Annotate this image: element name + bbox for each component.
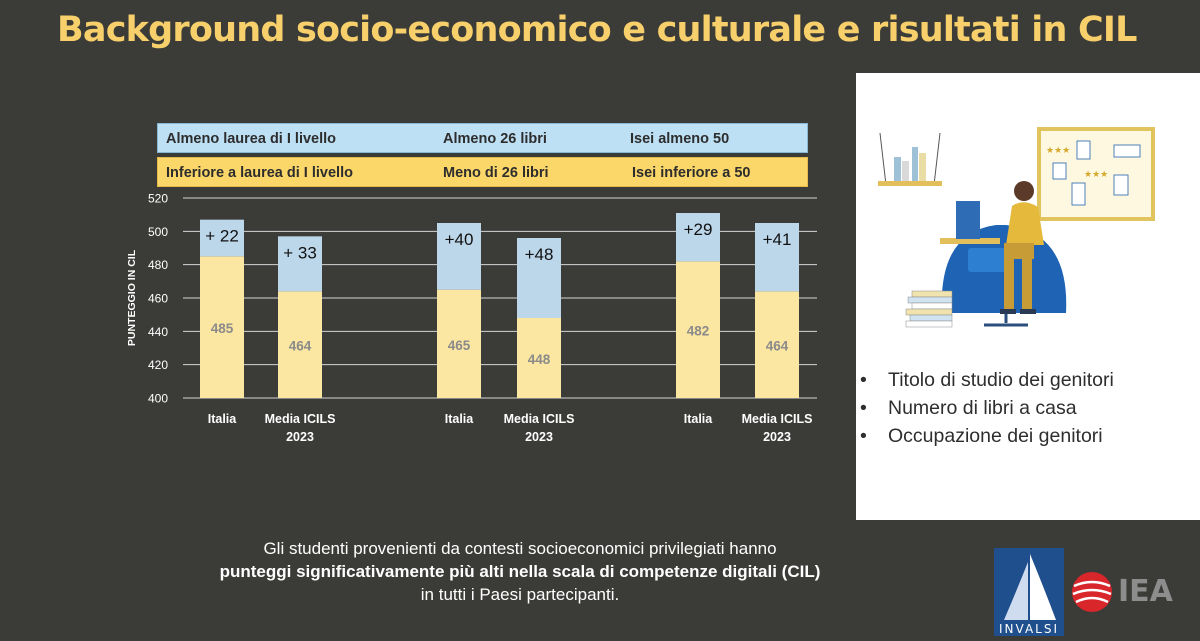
gap-value-label: +29 [684,220,713,239]
x-category-label: 2023 [763,430,791,444]
bar-gap [755,223,799,292]
bar-value-label: 465 [448,338,471,353]
legend-band-lower: Inferiore a laurea di I livello Meno di … [157,157,808,187]
bar-value-label: 482 [687,324,710,339]
x-category-label: Media ICILS [504,412,575,426]
book-stack-icon [905,290,953,328]
bar-gap [278,236,322,292]
x-category-label: Media ICILS [265,412,336,426]
bar-gap [676,213,720,262]
person-studying-illustration: ★★★ ★★★ [878,127,1155,328]
gap-value-label: +48 [525,245,554,264]
conclusion-line-2: punteggi significativamente più alti nel… [219,562,821,581]
y-tick-label: 460 [148,292,168,306]
legend-band-upper: Almeno laurea di I livello Almeno 26 lib… [157,123,808,153]
legend-lower-education: Inferiore a laurea di I livello [166,165,353,181]
conclusion-line-3: in tutti i Paesi partecipanti. [420,585,620,604]
factor-parent-education: Titolo di studio dei genitori [888,369,1114,391]
bulletin-board-icon: ★★★ ★★★ [1037,127,1155,221]
conclusion-line-1: Gli studenti provenienti da contesti soc… [263,539,777,558]
iea-logo: IEA [1070,570,1173,619]
globe-icon [1072,572,1112,612]
woman-figure-icon [1000,181,1044,314]
slide-title: Background socio-economico e culturale e… [57,10,1137,50]
invalsi-wordmark: INVALSI [998,622,1059,636]
factor-parent-occupation: Occupazione dei genitori [888,425,1103,447]
bar-gap [517,238,561,318]
bar-base [200,256,244,398]
y-axis-label: PUNTEGGIO IN CIL [126,249,138,346]
sail-icon [1004,554,1056,620]
legend-lower-books: Meno di 26 libri [443,165,549,181]
y-tick-label: 500 [148,225,168,239]
y-tick-label: 520 [148,192,168,206]
x-category-label: Media ICILS [742,412,813,426]
gap-value-label: +41 [763,230,792,249]
desk-icon [940,201,1000,244]
legend-upper-education: Almeno laurea di I livello [166,131,337,147]
legend-lower-isei: Isei inferiore a 50 [632,165,751,181]
bar-value-label: 464 [766,339,789,354]
bar-base [676,261,720,398]
legend-upper-isei: Isei almeno 50 [630,131,730,147]
factor-list: • Titolo di studio dei genitori • Numero d… [858,366,1114,450]
bullet-glyph: • [860,425,867,447]
x-category-label: Italia [445,412,475,426]
list-item: • Numero di libri a casa [858,394,1114,422]
bar-base [437,289,481,398]
bar-base [755,291,799,398]
gap-value-label: +40 [445,230,474,249]
bullet-glyph: • [860,397,867,419]
illustration-panel: ★★★ ★★★ [856,73,1200,520]
y-tick-label: 400 [148,392,168,406]
y-tick-label: 440 [148,325,168,339]
gap-value-label: + 33 [283,243,317,262]
invalsi-logo: INVALSI [994,548,1064,636]
x-category-label: Italia [684,412,714,426]
bar-gap [437,223,481,290]
list-item: • Occupazione dei genitori [858,422,1114,450]
bar-base [278,291,322,398]
bar-base [517,318,561,398]
conclusion-text: Gli studenti provenienti da contesti soc… [140,537,900,606]
svg-text:★★★: ★★★ [1046,146,1070,156]
y-tick-label: 480 [148,258,168,272]
x-category-label: 2023 [525,430,553,444]
x-category-label: Italia [208,412,238,426]
svg-text:★★★: ★★★ [1084,170,1108,180]
iea-wordmark: IEA [1118,574,1173,609]
stacked-bar-chart: 400 420 440 460 480 500 520 PUNTEGGIO IN CIL 485… [126,192,817,444]
y-tick-label: 420 [148,358,168,372]
gap-value-label: + 22 [205,227,239,246]
wall-shelf-icon [878,132,942,186]
x-category-label: 2023 [286,430,314,444]
legend-upper-books: Almeno 26 libri [443,131,547,147]
list-item: • Titolo di studio dei genitori [858,366,1114,394]
factor-books-at-home: Numero di libri a casa [888,397,1077,419]
bar-value-label: 448 [528,352,551,367]
bullet-glyph: • [860,369,867,391]
bar-value-label: 464 [289,339,312,354]
bar-gap [200,219,244,257]
bar-value-label: 485 [211,321,234,336]
